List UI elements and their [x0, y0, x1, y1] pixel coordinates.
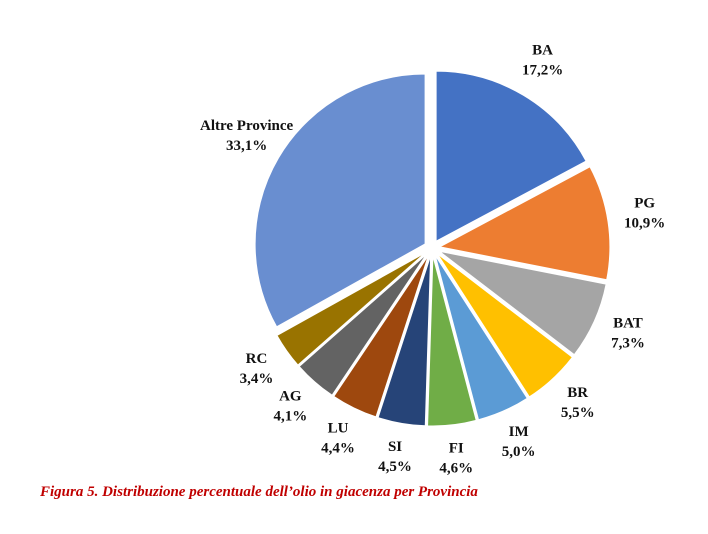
- slice-label: Altre Province: [200, 118, 294, 134]
- pie-slice: [254, 73, 426, 328]
- slice-value-label: 3,4%: [240, 371, 274, 387]
- slice-value-label: 4,1%: [273, 409, 307, 425]
- slice-label: BAT: [613, 315, 643, 331]
- slice-label: LU: [328, 420, 349, 436]
- pie-slice: [435, 70, 587, 242]
- caption: Figura 5. Distribuzione percentuale dell…: [39, 484, 478, 500]
- pie-slice: [276, 252, 426, 366]
- slice-value-label: 33,1%: [226, 138, 267, 154]
- slice-label: PG: [634, 195, 655, 211]
- slice-label: BR: [567, 385, 588, 401]
- slice-label: IM: [509, 424, 529, 440]
- slice-label: FI: [449, 441, 464, 457]
- pie-slice: [298, 253, 428, 396]
- slice-value-label: 5,5%: [561, 405, 595, 421]
- slice-value-label: 5,0%: [502, 444, 536, 460]
- pie-slice: [434, 255, 528, 421]
- pie-slice: [438, 166, 611, 281]
- pie-slice: [437, 253, 574, 398]
- slice-label: AG: [279, 389, 302, 405]
- slice-value-label: 7,3%: [611, 335, 645, 351]
- pie-slice: [438, 250, 607, 356]
- pie-slice: [377, 255, 432, 427]
- pie-slice: [427, 255, 477, 427]
- pie-slice: [333, 254, 429, 418]
- slice-label: RC: [246, 351, 268, 367]
- slice-value-label: 4,6%: [439, 461, 473, 477]
- slice-value-label: 10,9%: [624, 215, 665, 231]
- slice-label: SI: [388, 439, 402, 455]
- slice-value-label: 4,5%: [378, 459, 412, 475]
- slice-label: BA: [532, 43, 553, 59]
- slice-value-label: 4,4%: [321, 440, 355, 456]
- slice-value-label: 17,2%: [522, 63, 563, 79]
